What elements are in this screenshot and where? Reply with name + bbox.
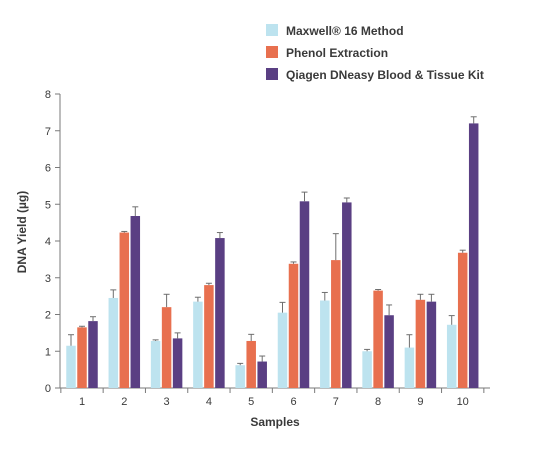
bar <box>88 321 98 388</box>
bar <box>415 299 426 388</box>
bar <box>161 307 172 388</box>
x-axis-title: Samples <box>250 415 300 429</box>
legend-label: Phenol Extraction <box>286 46 388 60</box>
bar <box>320 300 330 388</box>
y-axis-title: DNA Yield (µg) <box>15 191 29 273</box>
error-bars <box>68 116 477 366</box>
bar <box>193 301 203 388</box>
bar <box>215 238 225 388</box>
y-tick-label: 2 <box>45 310 51 322</box>
y-tick-label: 3 <box>45 273 51 285</box>
x-tick-label: 3 <box>164 396 170 408</box>
y-tick-label: 5 <box>45 199 51 211</box>
bar <box>362 351 372 388</box>
bar <box>457 252 468 388</box>
legend-swatch <box>266 24 278 36</box>
bar <box>277 312 288 388</box>
bar <box>150 340 161 388</box>
bar <box>446 324 457 388</box>
x-tick-label: 5 <box>248 396 254 408</box>
bar <box>384 315 394 388</box>
y-tick-label: 8 <box>45 89 51 101</box>
bar <box>235 365 245 388</box>
bar <box>404 347 415 388</box>
bar <box>257 361 267 388</box>
x-tick-label: 6 <box>290 396 296 408</box>
bar <box>246 340 256 388</box>
y-tick-label: 4 <box>45 236 51 248</box>
x-tick-label: 10 <box>457 396 469 408</box>
legend: Maxwell® 16 Method Phenol Extraction Qiage… <box>266 24 484 82</box>
bar <box>288 263 299 388</box>
y-tick-label: 6 <box>45 163 51 175</box>
bar <box>77 327 87 388</box>
x-tick-label: 8 <box>375 396 381 408</box>
y-tick-label: 0 <box>45 383 51 395</box>
legend-swatch <box>266 68 278 80</box>
x-tick-label: 1 <box>79 396 85 408</box>
y-tick-label: 1 <box>45 346 51 358</box>
bar <box>426 301 437 388</box>
legend-label: Qiagen DNeasy Blood & Tissue Kit <box>286 68 484 82</box>
bar <box>299 201 310 388</box>
bar <box>108 297 119 388</box>
bar <box>331 260 341 388</box>
x-tick-label: 4 <box>206 396 212 408</box>
bar <box>373 290 383 388</box>
legend-label: Maxwell® 16 Method <box>286 24 404 38</box>
bars <box>66 123 479 389</box>
bar <box>468 123 479 389</box>
y-tick-label: 7 <box>45 126 51 138</box>
x-tick-label: 7 <box>333 396 339 408</box>
bar <box>172 338 183 388</box>
x-tick-label: 9 <box>417 396 423 408</box>
bar <box>119 232 130 388</box>
legend-swatch <box>266 46 278 58</box>
bar <box>66 345 76 388</box>
x-tick-label: 2 <box>121 396 127 408</box>
bar <box>204 285 214 388</box>
bar <box>130 216 141 388</box>
bar <box>342 202 352 388</box>
